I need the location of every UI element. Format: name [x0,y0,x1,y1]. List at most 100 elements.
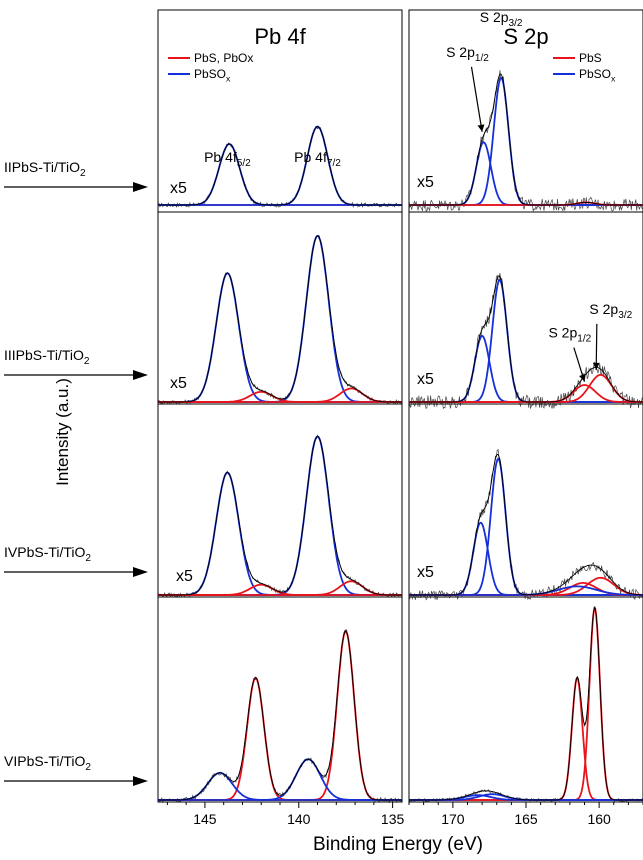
fit-envelope [409,275,643,403]
pbs-component-peak [158,629,402,801]
raw-spectrum [408,448,643,601]
peak-arrow-head [477,124,485,132]
peak-label-sub: 7/2 [327,158,341,169]
peak-label-sub: 1/2 [475,53,489,64]
sample-label-main: IIIPbS-Ti/TiO [4,347,84,363]
chart-frames [157,9,643,808]
chart-title: S 2p [503,24,548,49]
peak-label-sub: 1/2 [577,334,591,345]
sample-arrow-head [133,182,148,192]
peak-label-main: S 2p [446,44,475,60]
sample-label: IIIPbS-Ti/TiO2 [4,347,90,367]
x-tick-label: 135 [381,811,405,827]
peak-label: S 2p3/2 [480,9,523,29]
pbso-component-peak [158,234,402,403]
legend-label: PbSOx [579,67,616,83]
sample-label-sub: 2 [85,553,91,564]
x-tick-label: 145 [193,811,217,827]
fit-envelope [409,454,643,596]
raw-spectrum [408,70,643,213]
raw-spectrum [157,434,403,598]
pbso-component-peak [409,793,643,801]
pbso-component-peak [158,435,402,596]
x-tick-label: 165 [514,811,538,827]
legend-label-sub: x [226,73,231,83]
x-axis-label: Binding Energy (eV) [313,834,483,855]
sample-label-main: VIPbS-Ti/TiO [4,753,86,769]
legend-label-sub: x [611,73,616,83]
raw-spectrum [408,606,643,803]
peak-label-main: S 2p [589,301,618,317]
raw-spectrum [408,273,643,410]
chart-frame [157,9,403,803]
raw-spectrum [157,234,403,405]
peak-arrow-head [592,362,600,370]
legend-label: PbS, PbOx [194,51,253,65]
peak-label: S 2p1/2 [446,44,489,64]
peak-arrow [470,66,483,132]
pbso-component-peak [409,334,643,403]
sample-arrow-head [133,567,148,577]
fit-envelope [158,126,402,206]
pbso-component-peak [409,521,643,596]
scale-multiplier: x5 [417,564,434,581]
sample-arrow-head [133,370,148,380]
legend-label-main: PbSO [579,67,611,81]
sample-label-sub: 2 [80,168,86,179]
peak-label-main: Pb 4f [294,149,327,165]
pbs-component-peak [409,606,643,801]
legend-label: PbSOx [194,67,231,83]
peak-label: S 2p3/2 [589,301,632,321]
pbso-component-peak [409,76,643,206]
legend-label: PbS [579,51,602,65]
peak-label-sub: 3/2 [509,18,523,29]
peak-label-main: S 2p [480,9,509,25]
fit-envelope [158,235,402,403]
fit-envelope [409,73,643,206]
fit-envelope [409,606,643,801]
x-tick-label: 160 [587,811,611,827]
fit-envelope [158,630,402,801]
scale-multiplier: x5 [170,180,187,197]
pbso-component-peak [409,141,643,206]
peak-label: S 2p1/2 [548,325,591,345]
sample-label-sub: 2 [84,356,90,367]
peak-label: Pb 4f5/2 [204,149,251,169]
sample-label: IIPbS-Ti/TiO2 [4,159,86,179]
sample-label-main: IIPbS-Ti/TiO [4,159,80,175]
peak-label: Pb 4f7/2 [294,149,341,169]
x-tick-label: 140 [287,811,311,827]
peak-label-main: S 2p [548,325,577,341]
sample-label-main: IVPbS-Ti/TiO [4,544,86,560]
pbso-component-peak [158,471,402,596]
scale-multiplier: x5 [176,568,193,585]
x-tick-label: 170 [441,811,465,827]
y-axis-label: Intensity (a.u.) [53,378,72,486]
pbso-component-peak [158,272,402,403]
chart-frame [408,9,643,803]
peak-label-sub: 3/2 [618,310,632,321]
legend-label-main: PbSO [194,67,226,81]
pbso-component-peak [409,278,643,403]
raw-spectrum [157,629,403,804]
pbs-component-peak [158,676,402,801]
raw-spectrum [157,125,403,209]
scale-multiplier: x5 [417,371,434,388]
peak-label-main: Pb 4f [204,149,237,165]
pbso-component-peak [158,758,402,801]
pbso-component-peak [158,125,402,206]
peak-arrow-head [579,373,586,382]
legend-label-main: PbS [579,51,602,65]
scale-multiplier: x5 [417,174,434,191]
peak-arrow [595,323,598,370]
sample-label-sub: 2 [85,762,91,773]
pbso-component-peak [158,143,402,206]
pbs-component-peak [409,675,643,801]
fit-envelope [158,435,402,596]
sample-label: VIPbS-Ti/TiO2 [4,753,91,773]
sample-labels: IIPbS-Ti/TiO2IIIPbS-Ti/TiO2IVPbS-Ti/TiO2… [4,159,148,786]
peak-label-sub: 5/2 [237,158,251,169]
sample-arrow-head [133,776,148,786]
